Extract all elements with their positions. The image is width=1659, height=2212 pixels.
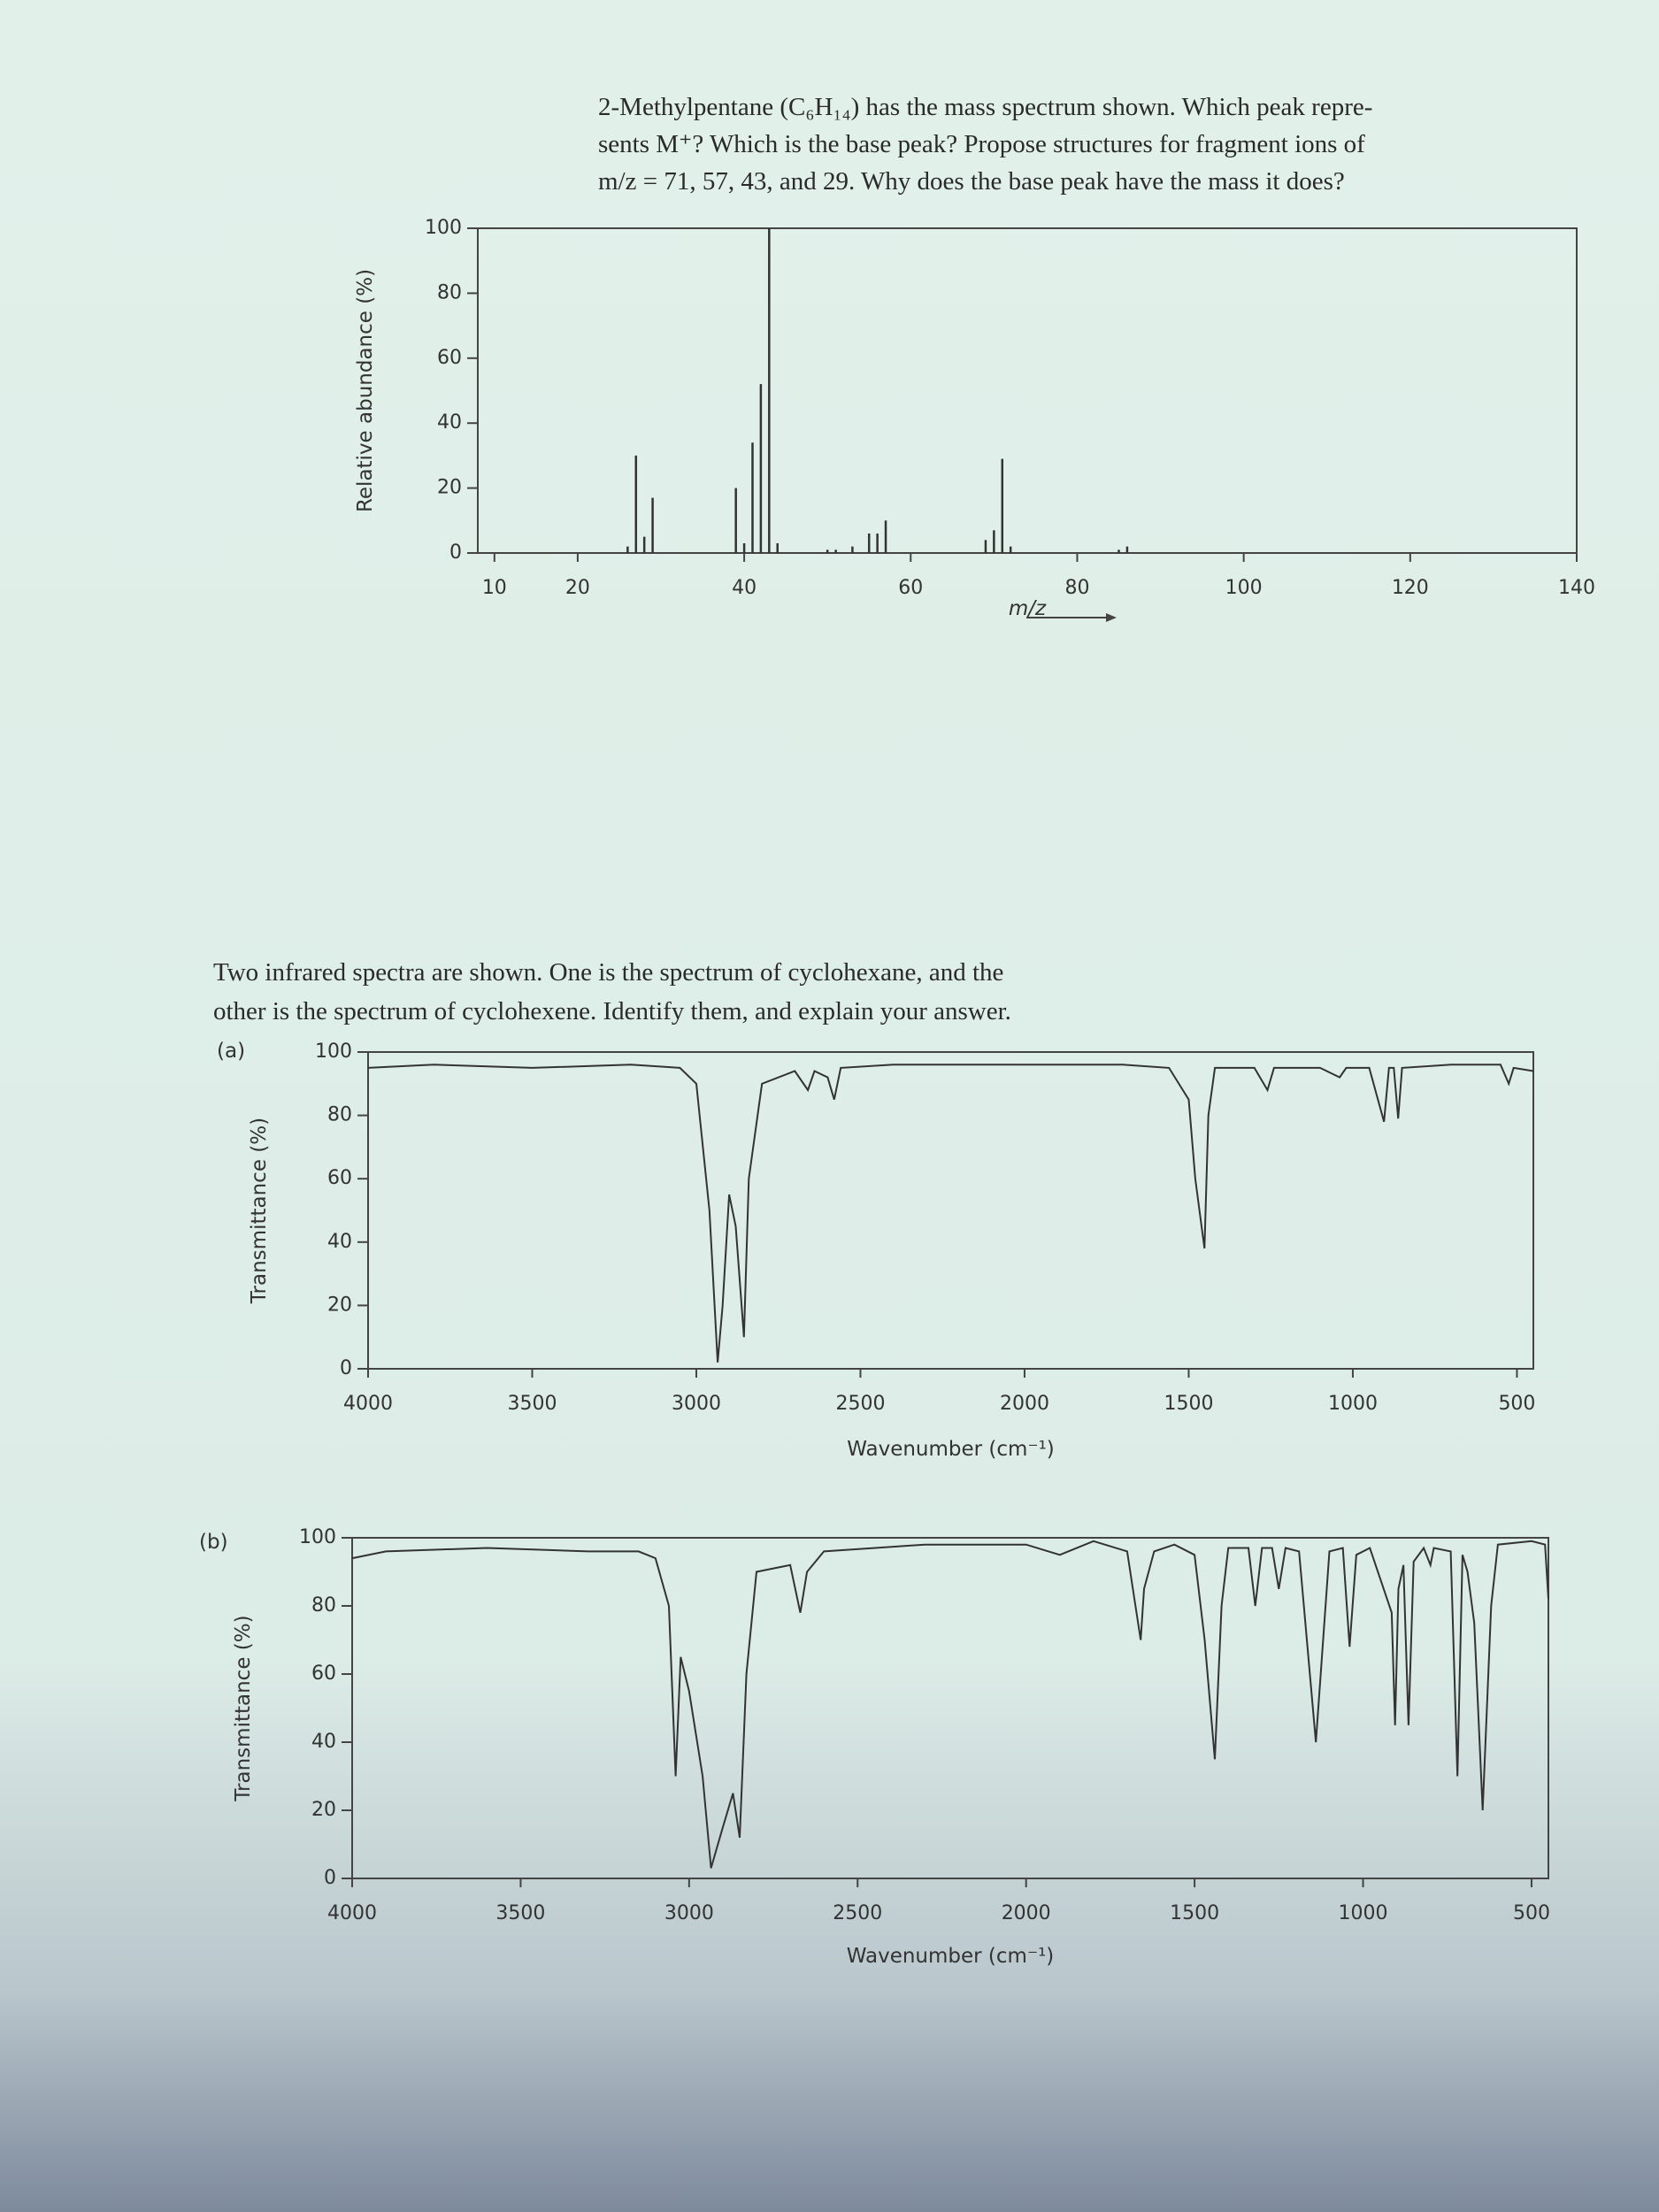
problem-line: Two infrared spectra are shown. One is t… [213, 958, 1003, 987]
x-tick-label: 4000 [343, 1393, 393, 1415]
y-axis-label: Transmittance (%) [232, 1615, 255, 1801]
x-tick-label: 60 [898, 577, 923, 599]
y-tick-label: 40 [327, 1231, 352, 1253]
y-tick-label: 60 [327, 1167, 352, 1189]
problem-line: sents M⁺? Which is the base peak? Propos… [598, 130, 1365, 158]
y-tick-label: 80 [311, 1594, 336, 1617]
x-tick-label: 120 [1392, 577, 1429, 599]
x-tick-label: 2500 [835, 1393, 885, 1415]
x-tick-label: 4000 [327, 1902, 377, 1924]
x-tick-label: 80 [1064, 577, 1089, 599]
x-tick-label: 500 [1513, 1902, 1550, 1924]
panel-label: (b) [199, 1531, 228, 1554]
y-tick-label: 60 [437, 347, 462, 369]
y-axis-label: Relative abundance (%) [354, 269, 377, 512]
x-tick-label: 3000 [672, 1393, 721, 1415]
x-tick-label: 40 [732, 577, 757, 599]
y-tick-label: 0 [324, 1867, 336, 1889]
x-tick-label: 1500 [1164, 1393, 1213, 1415]
x-tick-label: 2000 [1000, 1393, 1049, 1415]
problem-line: m/z = 71, 57, 43, and 29. Why does the b… [598, 167, 1345, 196]
y-axis-label: Transmittance (%) [248, 1118, 271, 1304]
x-axis-label: Wavenumber (cm⁻¹) [847, 1945, 1055, 1968]
x-axis-label: Wavenumber (cm⁻¹) [847, 1438, 1055, 1461]
x-tick-label: 3000 [664, 1902, 714, 1924]
y-tick-label: 0 [449, 541, 462, 564]
y-tick-label: 60 [311, 1663, 336, 1685]
y-tick-label: 20 [327, 1294, 352, 1316]
y-tick-label: 40 [311, 1731, 336, 1753]
x-tick-label: 500 [1498, 1393, 1535, 1415]
x-tick-label: 100 [1225, 577, 1263, 599]
problem-line: 2-Methylpentane (C₆H₁₄) has the mass spe… [598, 93, 1372, 121]
x-tick-label: 1000 [1339, 1902, 1388, 1924]
x-tick-label: 1500 [1170, 1902, 1219, 1924]
x-tick-label: 3500 [495, 1902, 545, 1924]
x-tick-label: 140 [1558, 577, 1595, 599]
plot-frame [367, 1051, 1534, 1370]
x-tick-label: 2500 [833, 1902, 882, 1924]
panel-label: (a) [217, 1040, 245, 1063]
y-tick-label: 80 [327, 1104, 352, 1126]
x-tick-label: 1000 [1328, 1393, 1378, 1415]
spectrum [367, 1064, 1534, 1363]
plot-frame [477, 227, 1578, 554]
y-tick-label: 20 [437, 477, 462, 499]
spectrum [351, 1540, 1549, 1869]
y-tick-label: 40 [437, 411, 462, 434]
y-tick-label: 80 [437, 281, 462, 303]
y-tick-label: 0 [340, 1357, 352, 1379]
y-tick-label: 20 [311, 1799, 336, 1821]
y-tick-label: 100 [299, 1526, 336, 1548]
x-tick-label: 3500 [507, 1393, 557, 1415]
axis-arrow-head [1106, 613, 1117, 622]
x-axis-label: m/z [1009, 597, 1047, 620]
x-tick-label: 10 [482, 577, 507, 599]
y-tick-label: 100 [315, 1041, 352, 1063]
y-tick-label: 100 [425, 217, 462, 239]
x-tick-label: 2000 [1002, 1902, 1051, 1924]
plot-frame [351, 1537, 1549, 1879]
problem-line: other is the spectrum of cyclohexene. Id… [213, 997, 1011, 1025]
x-tick-label: 20 [565, 577, 590, 599]
